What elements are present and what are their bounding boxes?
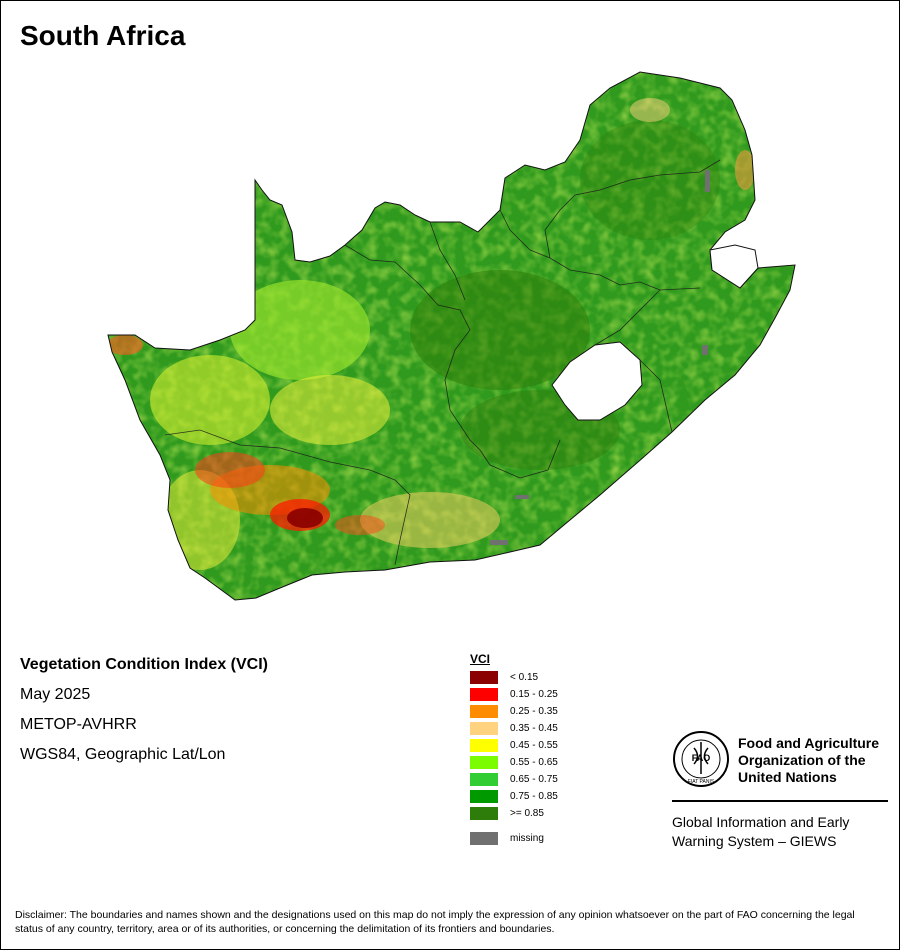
legend-label: 0.35 - 0.45	[510, 723, 558, 734]
fao-name-line1: Food and Agriculture	[738, 735, 880, 751]
legend-swatch	[470, 790, 498, 803]
legend-item: 0.35 - 0.45	[470, 720, 558, 737]
legend-item: 0.25 - 0.35	[470, 703, 558, 720]
legend-item: >= 0.85	[470, 805, 558, 822]
legend-label: 0.55 - 0.65	[510, 757, 558, 768]
index-name: Vegetation Condition Index (VCI)	[20, 656, 268, 673]
legend-label: 0.15 - 0.25	[510, 689, 558, 700]
fao-logo-icon: FAO FIAT PANIS	[673, 731, 729, 787]
legend-swatch	[470, 671, 498, 684]
legend-swatch	[470, 756, 498, 769]
giews-label: Global Information and Early Warning Sys…	[672, 813, 888, 851]
vci-legend: VCI < 0.15 0.15 - 0.25 0.25 - 0.35 0.35 - 0…	[470, 652, 558, 847]
giews-line2: Warning System – GIEWS	[672, 833, 837, 849]
legend-item: 0.65 - 0.75	[470, 771, 558, 788]
projection-label: WGS84, Geographic Lat/Lon	[20, 746, 226, 763]
legend-swatch	[470, 739, 498, 752]
giews-line1: Global Information and Early	[672, 814, 850, 830]
legend-label: 0.65 - 0.75	[510, 774, 558, 785]
fao-name-line2: Organization of the	[738, 752, 866, 768]
map-title: South Africa	[20, 20, 186, 51]
map-info: Vegetation Condition Index (VCI) May 202…	[20, 656, 268, 776]
disclaimer-text: Disclaimer: The boundaries and names sho…	[15, 909, 855, 935]
fao-name: Food and Agriculture Organization of the…	[738, 735, 888, 786]
legend-swatch	[470, 688, 498, 701]
country-raster	[108, 72, 795, 600]
legend-title: VCI	[470, 652, 491, 666]
fao-name-line3: United Nations	[738, 769, 837, 785]
legend-item: 0.55 - 0.65	[470, 754, 558, 771]
eswatini-enclave	[709, 244, 759, 289]
legend-item: 0.45 - 0.55	[470, 737, 558, 754]
legend-item: 0.75 - 0.85	[470, 788, 558, 805]
vci-map	[107, 71, 796, 601]
legend-label: 0.75 - 0.85	[510, 791, 558, 802]
provincial-boundaries	[164, 159, 721, 566]
fao-logo-text: FAO	[692, 753, 711, 763]
legend-swatch	[470, 773, 498, 786]
legend-item: 0.15 - 0.25	[470, 686, 558, 703]
legend-swatch	[470, 705, 498, 718]
legend-swatch-missing	[470, 832, 498, 845]
legend-label: 0.45 - 0.55	[510, 740, 558, 751]
legend-label: 0.25 - 0.35	[510, 706, 558, 717]
lesotho-enclave	[551, 341, 643, 421]
legend-swatch	[470, 722, 498, 735]
legend-label-missing: missing	[510, 833, 544, 844]
legend-item-missing: missing	[470, 830, 558, 847]
fao-divider	[672, 800, 888, 802]
period-label: May 2025	[20, 686, 91, 703]
legend-label: >= 0.85	[510, 808, 544, 819]
fao-logo-motto: FIAT PANIS	[688, 779, 715, 785]
sensor-label: METOP-AVHRR	[20, 716, 137, 733]
legend-label: < 0.15	[510, 672, 539, 683]
legend-swatch	[470, 807, 498, 820]
legend-item: < 0.15	[470, 669, 558, 686]
